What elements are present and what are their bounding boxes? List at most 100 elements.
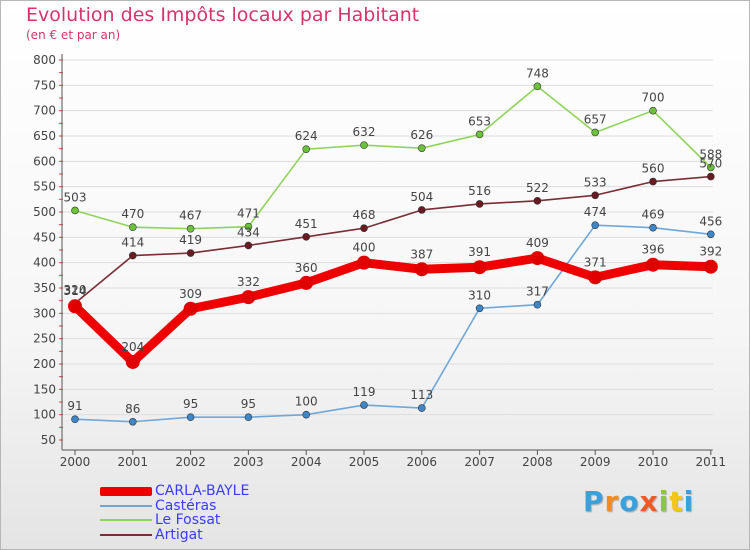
data-point-carla-bayle [241,290,256,305]
data-label-artigat: 434 [237,225,260,239]
data-point-le-fossat [302,145,311,153]
data-point-carla-bayle [357,255,371,270]
data-label-le-fossat: 467 [179,209,202,223]
y-tick-label: 800 [33,53,56,67]
logo-letter: i [658,485,670,518]
data-label-artigat: 451 [295,217,318,231]
data-label-artigat: 516 [468,184,491,198]
data-label-carla-bayle: 371 [584,255,607,269]
x-tick-label: 2001 [118,455,149,469]
data-label-le-fossat: 657 [584,112,607,126]
data-point-cast-ras [186,413,195,422]
legend-swatch [100,486,152,496]
data-label-le-fossat: 700 [642,91,665,105]
data-label-cast-ras: 474 [584,205,607,219]
legend-swatch [100,519,152,521]
logo-letter: r [604,485,620,518]
data-label-le-fossat: 470 [121,207,144,221]
data-label-carla-bayle: 409 [526,236,549,250]
data-label-carla-bayle: 332 [237,275,260,289]
legend-label: Castéras [155,497,217,514]
data-label-carla-bayle: 387 [410,247,433,261]
chart-subtitle: (en € et par an) [26,28,121,42]
chart-title: Evolution des Impôts locaux par Habitant [26,4,420,26]
data-point-cast-ras [417,404,426,412]
data-point-artigat [475,200,484,208]
data-label-carla-bayle: 396 [642,243,665,257]
data-point-cast-ras [533,300,542,309]
data-label-artigat: 560 [642,162,665,176]
data-point-cast-ras [71,415,79,424]
y-tick-label: 700 [33,104,56,118]
data-point-le-fossat [186,224,195,233]
data-label-carla-bayle: 204 [121,340,144,354]
series-line-carla-bayle [70,253,716,367]
legend-swatch [100,533,152,536]
legend-label: CARLA-BAYLE [155,483,250,499]
data-label-le-fossat: 653 [468,114,491,128]
x-tick-label: 2002 [175,455,206,469]
y-tick-label: 600 [33,154,56,168]
x-tick-label: 2003 [233,455,264,469]
logo-letter: P [583,485,605,518]
data-point-carla-bayle [414,262,429,277]
data-point-cast-ras [475,304,484,313]
axis-layer: 50 100 150 200 250 300 350 400 450 500 550 600 650 70… [33,53,726,469]
data-point-cast-ras [302,410,311,419]
data-label-artigat: 522 [526,181,549,195]
x-tick-label: 2005 [349,455,380,469]
data-label-cast-ras: 91 [67,399,82,413]
data-point-cast-ras [129,417,137,426]
y-tick-label: 750 [33,78,56,92]
series-line-artigat [74,175,712,305]
x-tick-label: 2000 [60,455,91,469]
data-label-carla-bayle: 360 [295,261,318,275]
data-label-le-fossat: 626 [410,128,433,142]
data-label-cast-ras: 456 [699,214,722,228]
y-tick-label: 150 [33,382,56,396]
data-label-le-fossat: 588 [699,147,722,161]
data-point-le-fossat [533,82,542,91]
data-point-carla-bayle [530,251,545,266]
data-point-artigat [417,206,426,214]
data-point-cast-ras [591,221,600,229]
data-point-le-fossat [591,128,600,137]
data-point-le-fossat [71,206,79,215]
data-point-artigat [129,251,137,260]
data-point-carla-bayle [125,354,140,369]
y-tick-label: 50 [41,433,56,447]
data-point-carla-bayle [299,275,314,290]
series-line-cast-ras [74,224,712,423]
series-layer [68,82,718,426]
data-point-carla-bayle [472,260,487,275]
proxiti-logo: Proxiti [583,485,694,518]
data-point-artigat [244,241,253,250]
data-label-carla-bayle: 400 [353,241,376,255]
y-tick-label: 550 [33,180,56,194]
data-point-le-fossat [129,223,137,231]
data-label-cast-ras: 95 [241,397,256,411]
data-label-carla-bayle: 314 [64,284,87,298]
data-point-le-fossat [706,163,715,172]
legend-swatch [100,504,152,507]
data-label-cast-ras: 317 [526,285,549,299]
data-point-le-fossat [417,144,426,152]
data-point-carla-bayle [68,299,82,314]
y-tick-label: 450 [33,230,56,244]
data-label-layer: 503 470 467 471 624 632 626 653 748 657 700 588 320 4… [64,66,723,415]
data-point-carla-bayle [646,257,660,272]
legend-label: Le Fossat [155,512,221,528]
data-label-le-fossat: 632 [353,125,376,139]
data-point-carla-bayle [588,270,603,285]
data-label-le-fossat: 624 [295,129,318,143]
data-label-artigat: 419 [179,233,202,247]
data-label-artigat: 468 [353,208,376,222]
legend-label: Artigat [155,526,203,543]
data-point-cast-ras [244,413,253,422]
data-point-le-fossat [649,106,657,115]
y-tick-label: 650 [33,129,56,143]
data-label-carla-bayle: 392 [699,245,722,259]
data-point-artigat [360,224,368,233]
x-tick-label: 2008 [522,455,553,469]
y-tick-label: 300 [33,306,56,320]
